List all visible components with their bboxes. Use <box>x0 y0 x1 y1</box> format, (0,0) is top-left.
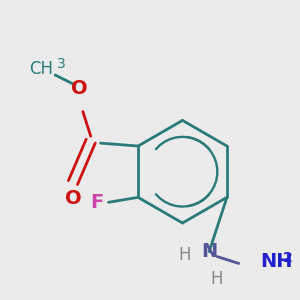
Text: NH: NH <box>260 252 293 271</box>
Text: O: O <box>70 79 87 98</box>
Text: 3: 3 <box>57 57 65 71</box>
Text: H: H <box>178 246 191 264</box>
Text: H: H <box>211 270 223 288</box>
Text: 2: 2 <box>283 250 293 265</box>
Text: CH: CH <box>29 60 53 78</box>
Text: O: O <box>65 189 81 208</box>
Text: N: N <box>201 242 217 261</box>
Text: F: F <box>90 193 103 212</box>
